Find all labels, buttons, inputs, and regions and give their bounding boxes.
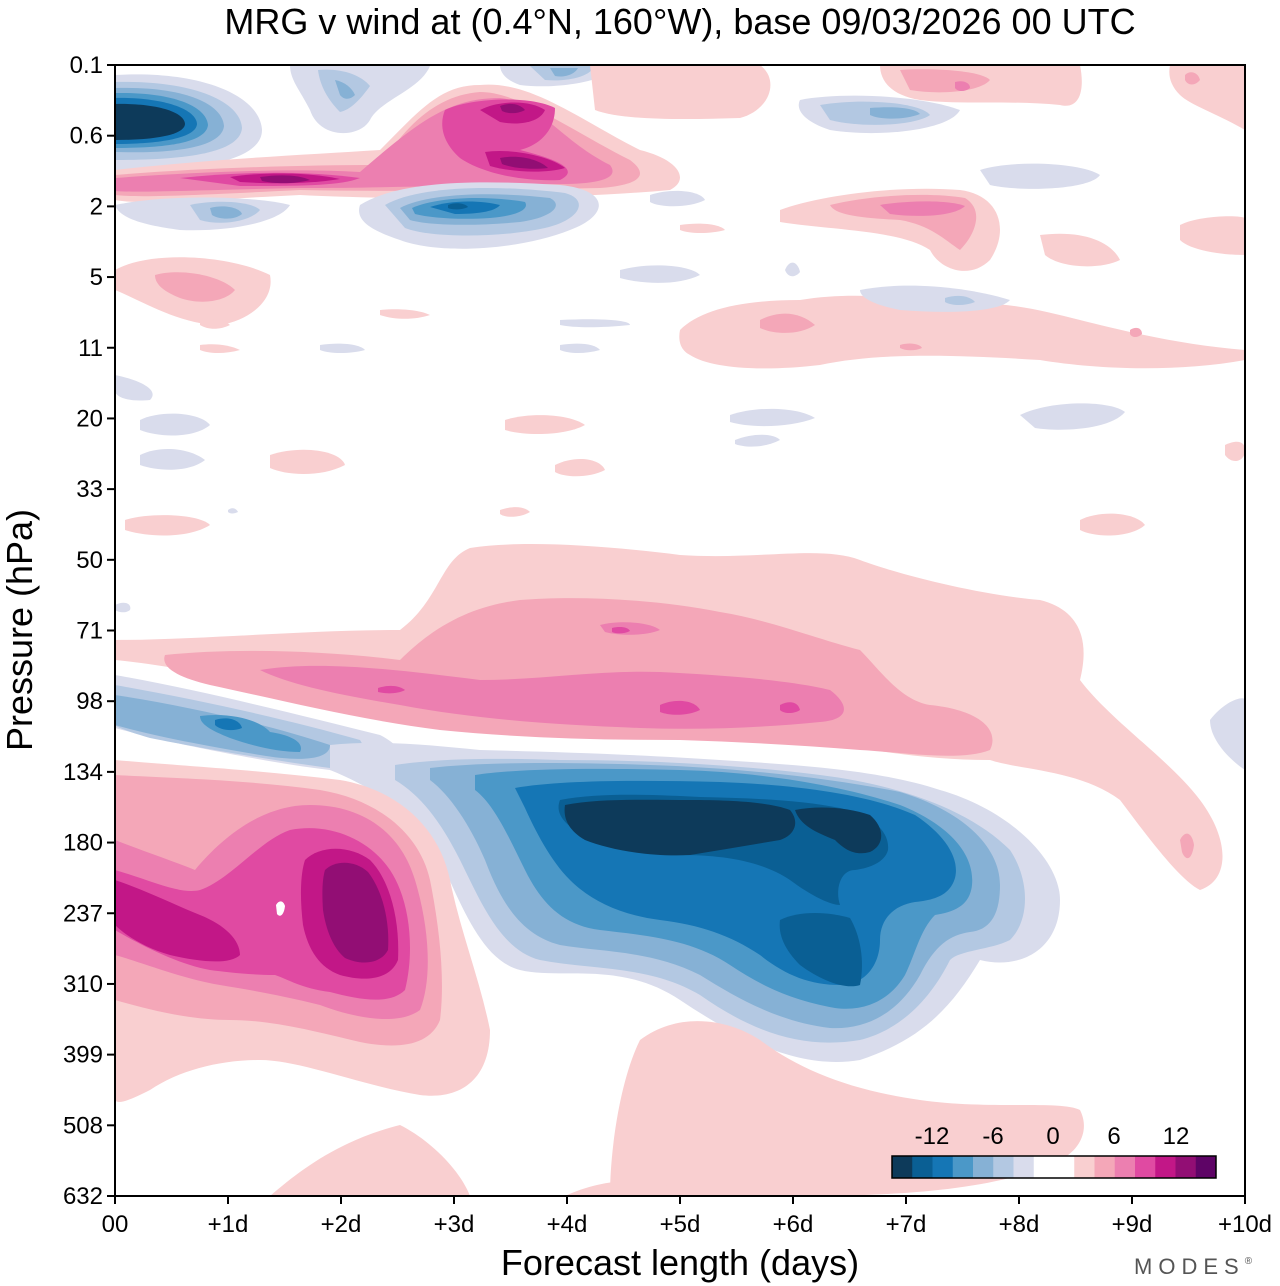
y-tick-label: 5 [90,264,103,291]
x-tick-label: +7d [886,1211,927,1238]
chart-title: MRG v wind at (0.4°N, 160°W), base 09/03… [224,1,1135,42]
colorbar-swatch [932,1156,954,1178]
x-tick-label: +5d [660,1211,701,1238]
colorbar-swatch [993,1156,1014,1178]
contour-field [115,65,1245,1196]
x-tick-label: +10d [1218,1211,1272,1238]
x-tick-label: +9d [1112,1211,1153,1238]
y-tick-label: 399 [63,1042,103,1069]
contour-neg-core [330,742,1060,1062]
y-tick-label: 11 [78,335,103,362]
x-tick-label: +2d [321,1211,362,1238]
brand-mark: ® [1245,1256,1258,1267]
contour-pos-lowstrat [115,544,1223,890]
colorbar-label: 6 [1107,1123,1120,1150]
y-tick-label: 0.1 [70,52,103,79]
x-axis-title: Forecast length (days) [501,1242,859,1283]
colorbar-swatch [1135,1156,1156,1178]
colorbar-swatch [952,1156,974,1178]
colorbar-swatch [1013,1156,1035,1178]
contour-strat-right [679,65,1245,369]
colorbar-swatch [1175,1156,1197,1178]
colorbar-swatch [892,1156,913,1178]
y-tick-label: 98 [76,688,103,715]
colorbar-swatch [1054,1156,1075,1178]
x-tick-label: 00 [102,1211,129,1238]
y-tick-label: 237 [63,900,103,927]
x-tick-label: +4d [547,1211,588,1238]
brand-logo: MODES® [1134,1254,1258,1279]
colorbar-swatch [1033,1156,1055,1178]
colorbar: -12 -6 0 6 12 [891,1123,1217,1179]
y-axis: 0.1 0.6 2 5 11 20 33 50 71 98 134 180 237 310 399 508 63… [63,52,115,1210]
contour-neg-upper-left [115,74,262,171]
colorbar-swatch [912,1156,933,1178]
y-tick-label: 50 [76,547,103,574]
contour-strat-scatter [115,190,1245,613]
y-tick-label: 310 [63,971,103,998]
contour-pos-stripe [115,65,771,203]
y-tick-label: 2 [90,193,103,220]
x-tick-label: +1d [208,1211,249,1238]
colorbar-swatch [1155,1156,1176,1178]
y-tick-label: 71 [76,618,103,645]
contour-pos-lower [270,1021,1084,1196]
x-axis: 00 +1d +2d +3d +4d +5d +6d +7d +8d +9d +10d [102,1196,1272,1238]
brand-name: MODES [1134,1254,1245,1279]
y-tick-label: 508 [63,1112,103,1139]
x-tick-label: +3d [434,1211,475,1238]
colorbar-label: 12 [1163,1123,1190,1150]
x-tick-label: +8d [999,1211,1040,1238]
contour-neg-2hpa [115,182,599,249]
colorbar-swatch [1195,1156,1217,1178]
y-tick-label: 134 [63,759,103,786]
colorbar-label: -6 [982,1123,1003,1150]
colorbar-label: 0 [1046,1123,1059,1150]
y-tick-label: 33 [76,476,103,503]
contour-pos-core [115,760,490,1102]
colorbar-label: -12 [915,1123,950,1150]
y-tick-label: 632 [63,1183,103,1210]
colorbar-swatch [973,1156,994,1178]
y-tick-label: 180 [63,830,103,857]
y-tick-label: 20 [76,405,103,432]
colorbar-swatch [1114,1156,1136,1178]
colorbar-swatch [1074,1156,1095,1178]
y-axis-title: Pressure (hPa) [0,509,40,751]
colorbar-swatch [1094,1156,1116,1178]
y-tick-label: 0.6 [70,123,103,150]
colorbar-frame [891,1155,1217,1179]
x-tick-label: +6d [773,1211,814,1238]
contour-neg-top [290,65,620,133]
